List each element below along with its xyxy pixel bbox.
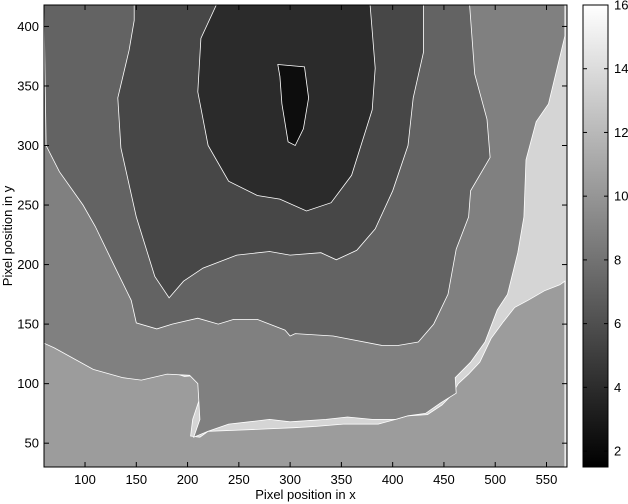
contour-fills (44, 5, 566, 467)
colorbar: 2 4 6 8 10 12 14 16 (582, 0, 628, 468)
x-tick-label: 500 (484, 472, 506, 487)
y-axis-ticks: 50 100 150 200 250 300 350 400 (17, 19, 567, 451)
plot-frame (43, 4, 568, 468)
colorbar-tick-label: 8 (614, 252, 621, 267)
colorbar-tick-label: 16 (614, 0, 628, 13)
x-tick-label: 300 (279, 472, 301, 487)
x-axis-ticks: 100 150 200 250 300 350 400 450 500 550 (74, 5, 557, 487)
y-tick-label: 200 (17, 257, 39, 272)
contour-region-level-2 (277, 64, 310, 147)
y-tick-label: 300 (17, 138, 39, 153)
x-axis-label: Pixel position in x (255, 487, 356, 502)
colorbar-tick-label: 10 (614, 189, 628, 204)
x-tick-label: 350 (331, 472, 353, 487)
colorbar-tick-label: 4 (614, 380, 621, 395)
colorbar-tick-label: 6 (614, 316, 621, 331)
colorbar-gradient (582, 4, 609, 468)
y-tick-label: 50 (25, 436, 39, 451)
y-tick-label: 400 (17, 19, 39, 34)
x-tick-label: 250 (228, 472, 250, 487)
y-tick-label: 150 (17, 317, 39, 332)
x-tick-label: 100 (74, 472, 96, 487)
colorbar-tick-label: 12 (614, 125, 628, 140)
y-tick-label: 100 (17, 376, 39, 391)
x-tick-label: 200 (177, 472, 199, 487)
plot-area: 100 150 200 250 300 350 400 450 500 550 50 100 150 2… (17, 4, 568, 487)
y-axis-label: Pixel position in y (0, 185, 15, 286)
y-tick-label: 250 (17, 198, 39, 213)
y-tick-label: 350 (17, 78, 39, 93)
x-tick-label: 400 (382, 472, 404, 487)
x-tick-label: 550 (536, 472, 558, 487)
colorbar-tick-label: 14 (614, 61, 628, 76)
x-tick-label: 450 (433, 472, 455, 487)
colorbar-tick-label: 2 (614, 444, 621, 459)
x-tick-label: 150 (125, 472, 147, 487)
colorbar-ticks: 2 4 6 8 10 12 14 16 (583, 0, 628, 459)
